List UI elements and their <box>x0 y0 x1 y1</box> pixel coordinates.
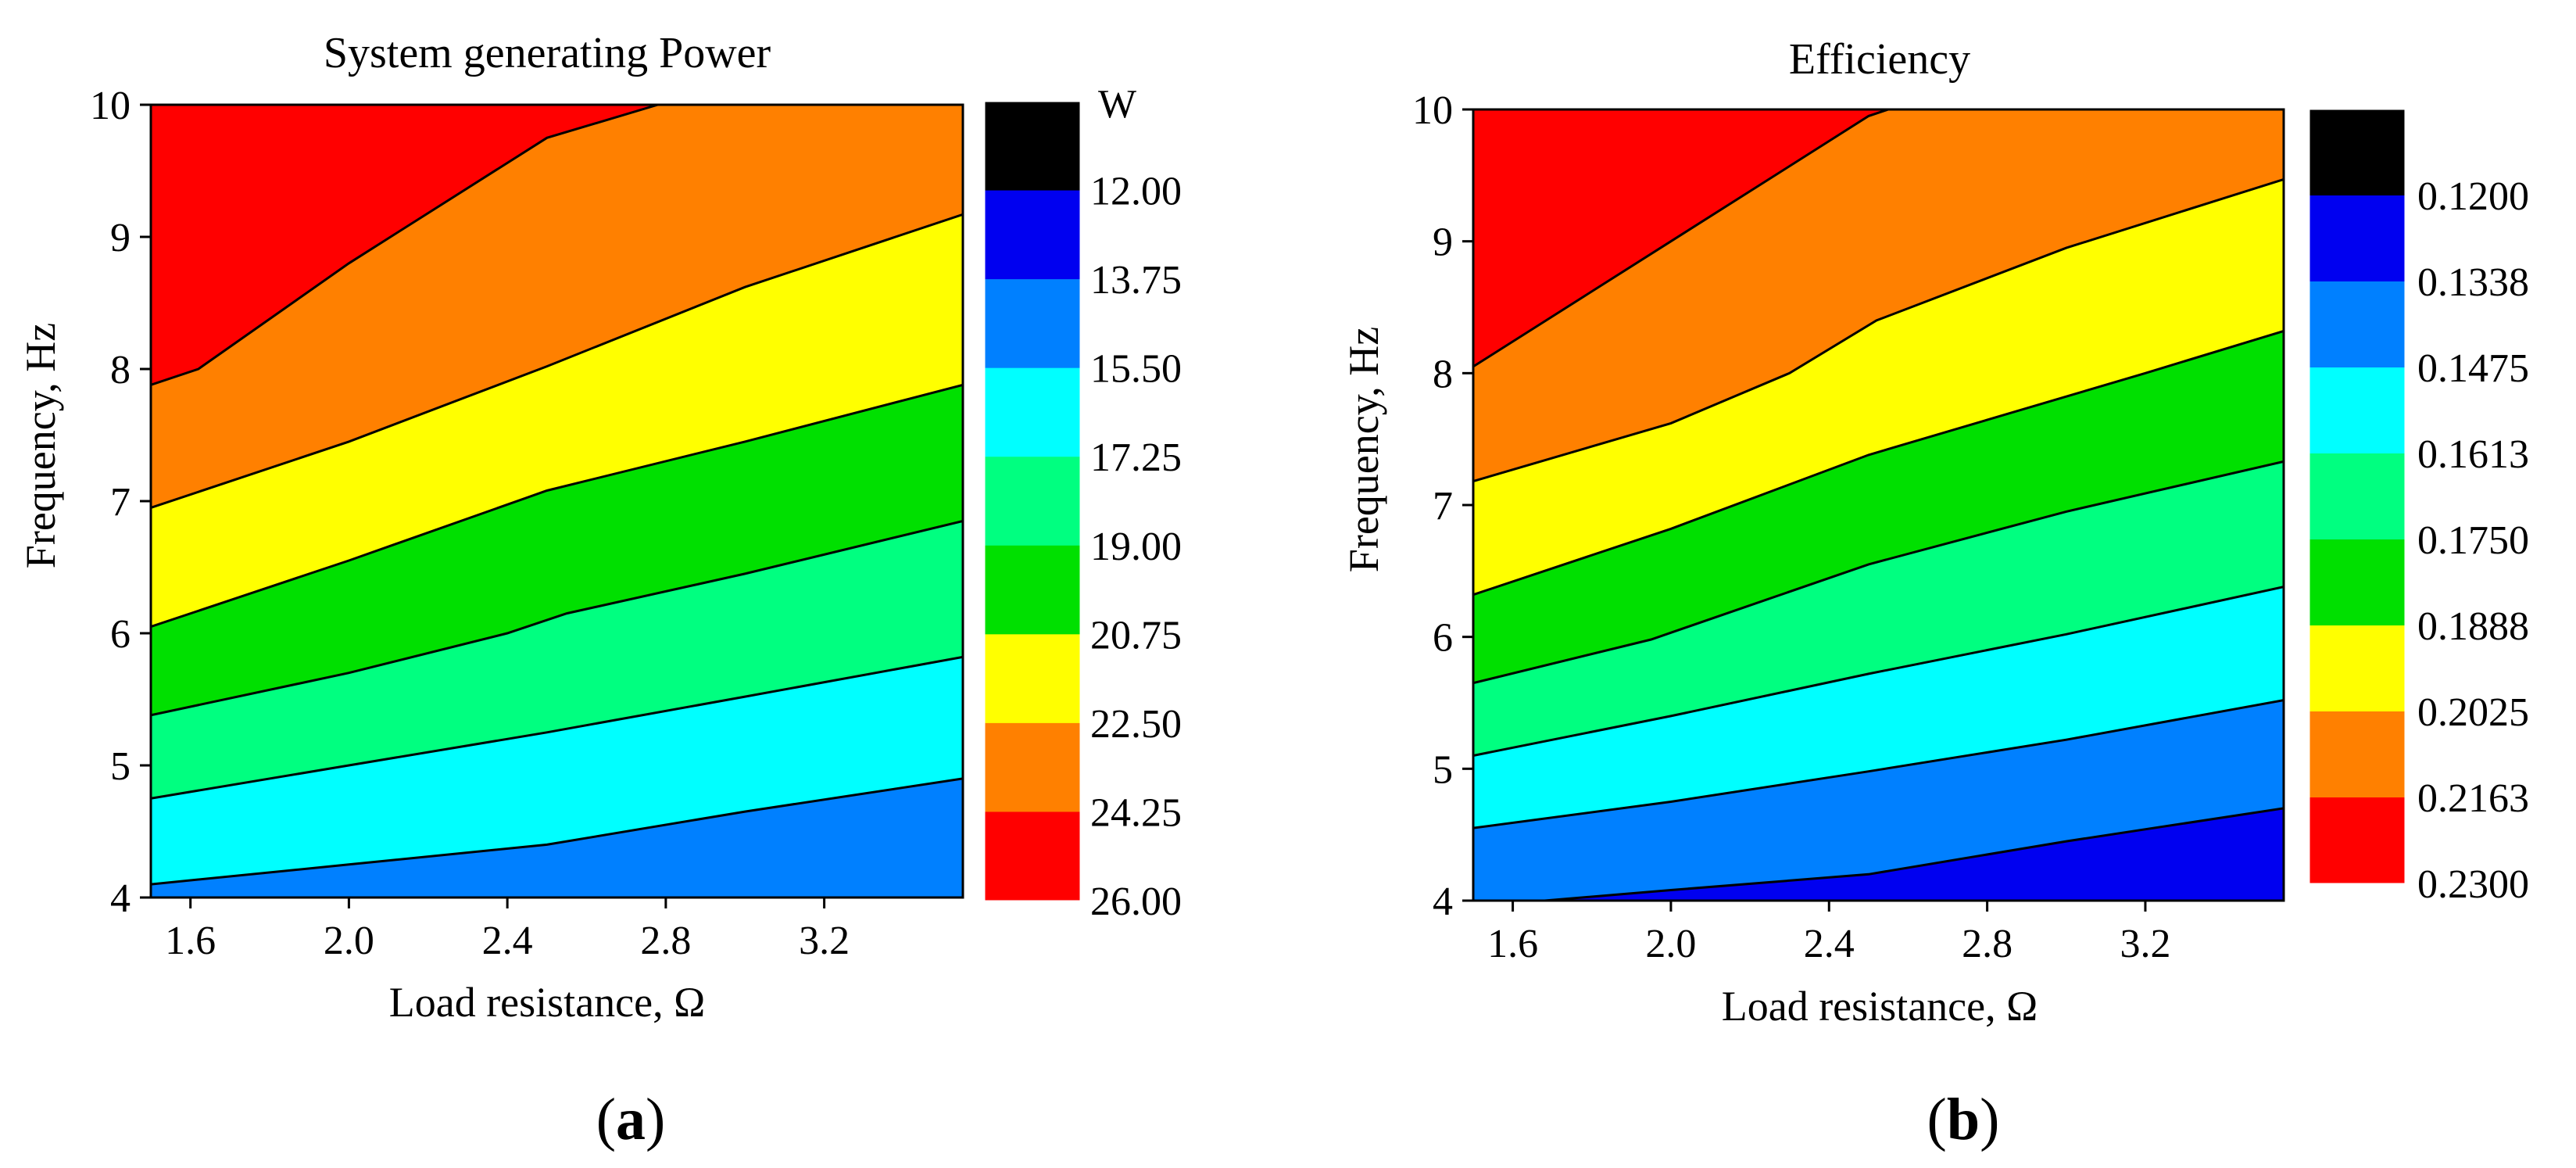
colorbar-segment <box>2309 109 2405 196</box>
contour-line-b-0 <box>1530 807 2284 901</box>
colorbar-segment <box>2309 539 2405 626</box>
x-tick-label: 2.4 <box>1804 922 1855 966</box>
colorbar-segment <box>2309 453 2405 540</box>
colorbar-segment <box>985 634 1080 724</box>
colorbar-segment <box>985 279 1080 369</box>
colorbar-segment <box>2309 625 2405 712</box>
contour-band-a-6 <box>151 105 658 385</box>
colorbar-segment <box>985 367 1080 457</box>
colorbar-level-label: 15.50 <box>1090 347 1182 392</box>
colorbar-frame <box>2309 109 2406 884</box>
colorbar-unit-a: W <box>1098 82 1136 127</box>
y-axis-label-b: Frequency, Hz <box>1340 327 1387 572</box>
y-tick-label: 8 <box>1433 352 1453 396</box>
contour-line-b-5 <box>1473 177 2284 483</box>
plot-area-b <box>1472 108 2285 902</box>
panel-a-power-chart: System generating Power Load resistance,… <box>17 29 1182 1152</box>
contour-line-b-6 <box>1473 109 1889 368</box>
y-tick-label: 10 <box>90 84 131 128</box>
x-tick-label: 1.6 <box>1487 922 1538 966</box>
y-tick-label: 10 <box>1412 88 1453 133</box>
colorbar-segment <box>2309 711 2405 798</box>
y-tick-label: 4 <box>110 876 131 921</box>
contour-line-b-4 <box>1473 329 2284 597</box>
contour-line-a-5 <box>151 105 659 386</box>
colorbar-frame <box>984 101 1081 901</box>
colorbar-level-label: 19.00 <box>1090 525 1182 569</box>
chart-title-b: Efficiency <box>1789 35 1970 84</box>
contour-line-b-3 <box>1473 460 2284 685</box>
y-tick-label: 5 <box>110 744 131 789</box>
colorbar-segment <box>985 722 1080 812</box>
y-tick-label: 6 <box>1433 616 1453 661</box>
colorbar-level-label: 20.75 <box>1090 613 1182 657</box>
x-tick-label: 2.0 <box>1645 922 1696 966</box>
colorbar-level-label: 17.25 <box>1090 435 1182 480</box>
x-ticks-a: 1.6 2.0 2.4 2.8 3.2 <box>165 897 850 963</box>
contour-fills-a <box>151 105 963 897</box>
colorbar-segment <box>985 190 1080 280</box>
colorbar-segment <box>985 545 1080 635</box>
y-axis-label-a: Frequency, Hz <box>17 323 64 568</box>
y-tick-label: 6 <box>110 612 131 657</box>
colorbar-a: 12.00 13.75 15.50 17.25 19.00 20.75 22.50 24.25… <box>984 101 1182 924</box>
colorbar-level-label: 0.2300 <box>2417 862 2529 907</box>
y-tick-label: 7 <box>1433 484 1453 528</box>
contour-line-b-1 <box>1473 699 2284 829</box>
colorbar-segment <box>985 102 1080 192</box>
colorbar-level-label: 0.1475 <box>2417 346 2529 391</box>
y-ticks-a: 4 5 6 7 8 9 10 <box>90 84 151 921</box>
x-tick-label: 2.0 <box>324 919 374 963</box>
x-tick-label: 2.4 <box>482 919 533 963</box>
x-axis-label-b: Load resistance, Ω <box>1722 983 2038 1030</box>
y-tick-label: 9 <box>1433 220 1453 265</box>
plot-area-a <box>149 103 964 899</box>
colorbar-level-label: 24.25 <box>1090 790 1182 835</box>
contour-line-a-2 <box>151 519 963 717</box>
contour-line-a-0 <box>151 777 963 886</box>
colorbar-segment <box>985 457 1080 546</box>
y-tick-label: 5 <box>1433 747 1453 792</box>
panel-label-a: (a) <box>596 1087 666 1152</box>
colorbar-segment <box>2309 195 2405 282</box>
colorbar-level-label: 0.2025 <box>2417 690 2529 735</box>
colorbar-level-label: 0.1750 <box>2417 518 2529 563</box>
panel-label-b: (b) <box>1927 1087 2000 1152</box>
y-tick-label: 4 <box>1433 880 1453 924</box>
colorbar-segment <box>2309 281 2405 368</box>
panel-b-efficiency-chart: Efficiency Load resistance, Ω Frequency,… <box>1340 35 2529 1152</box>
colorbar-level-label: 13.75 <box>1090 258 1182 303</box>
y-ticks-b: 4 5 6 7 8 9 10 <box>1412 88 1473 924</box>
chart-title-a: System generating Power <box>324 29 771 77</box>
contour-line-b-2 <box>1473 586 2284 757</box>
x-tick-label: 2.8 <box>640 919 691 963</box>
contour-line-a-4 <box>151 213 963 509</box>
contour-band-b-7 <box>1473 109 1889 367</box>
contour-line-a-3 <box>151 383 963 629</box>
colorbar-level-label: 12.00 <box>1090 170 1182 214</box>
x-tick-label: 3.2 <box>799 919 850 963</box>
x-ticks-b: 1.6 2.0 2.4 2.8 3.2 <box>1487 901 2170 966</box>
x-tick-label: 3.2 <box>2120 922 2170 966</box>
colorbar-segment <box>2309 797 2405 884</box>
colorbar-level-label: 0.1613 <box>2417 432 2529 477</box>
y-tick-label: 9 <box>110 216 131 260</box>
x-axis-label-a: Load resistance, Ω <box>389 979 705 1026</box>
colorbar-level-label: 0.1338 <box>2417 260 2529 305</box>
colorbar-level-label: 26.00 <box>1090 880 1182 924</box>
colorbar-level-label: 0.1888 <box>2417 604 2529 649</box>
colorbar-segment <box>2309 367 2405 454</box>
y-tick-label: 8 <box>110 348 131 392</box>
colorbar-b: 0.1200 0.1338 0.1475 0.1613 0.1750 0.1888 0.20… <box>2309 109 2529 907</box>
y-tick-label: 7 <box>110 480 131 525</box>
x-tick-label: 1.6 <box>165 919 216 963</box>
colorbar-level-label: 22.50 <box>1090 702 1182 747</box>
contour-fills-b <box>1473 109 2284 901</box>
colorbar-level-label: 0.2163 <box>2417 776 2529 821</box>
colorbar-level-label: 0.1200 <box>2417 174 2529 219</box>
colorbar-segment <box>985 812 1080 901</box>
contour-line-a-1 <box>151 655 963 800</box>
x-tick-label: 2.8 <box>1962 922 2012 966</box>
